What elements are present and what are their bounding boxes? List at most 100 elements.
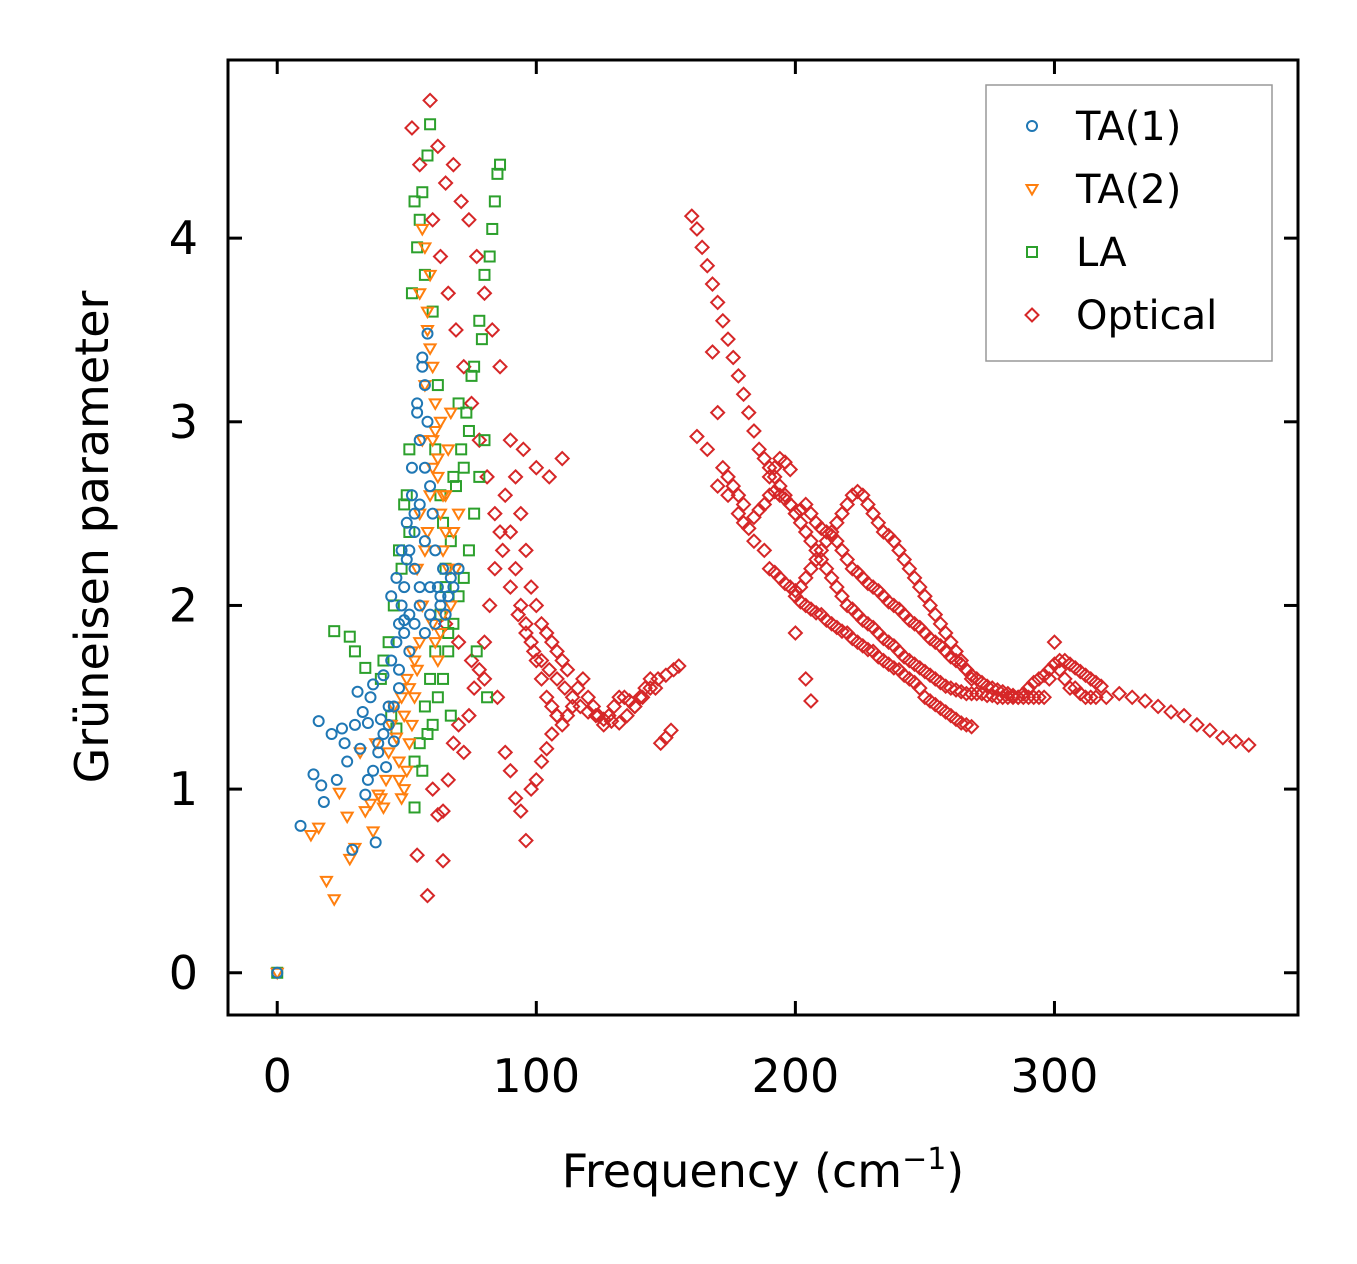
data-point	[478, 268, 491, 281]
data-point	[455, 358, 472, 375]
data-point	[351, 685, 364, 698]
data-point	[447, 581, 460, 594]
data-point	[365, 826, 381, 839]
data-point	[549, 670, 565, 687]
data-point	[404, 120, 420, 136]
data-point	[797, 670, 814, 687]
data-point	[271, 966, 284, 979]
data-point	[422, 343, 438, 356]
data-point	[756, 542, 773, 559]
data-point	[1041, 670, 1058, 687]
data-point	[367, 678, 380, 691]
data-point	[461, 707, 477, 724]
y-tick-label: 1	[169, 762, 198, 816]
data-point	[332, 787, 347, 801]
data-point	[502, 579, 519, 596]
data-point	[647, 680, 664, 697]
data-point	[319, 875, 334, 889]
data-point	[413, 737, 426, 750]
data-point	[437, 175, 454, 191]
data-point	[937, 678, 954, 695]
data-point	[709, 478, 726, 494]
data-point	[473, 470, 486, 483]
data-point	[335, 722, 348, 735]
data-point	[523, 634, 540, 651]
y-tick-label: 0	[169, 946, 198, 1000]
data-point	[844, 487, 861, 504]
data-point	[398, 498, 411, 511]
data-point	[787, 505, 804, 522]
data-point	[431, 379, 444, 392]
series-ta-1-	[271, 327, 465, 979]
data-point	[339, 811, 355, 825]
data-point	[580, 704, 597, 720]
data-point	[408, 507, 421, 520]
y-tick-label: 3	[169, 395, 198, 449]
data-point	[725, 349, 742, 366]
data-point	[746, 533, 762, 550]
data-point	[435, 490, 451, 503]
data-point	[418, 379, 431, 392]
data-point	[421, 149, 434, 162]
data-point	[407, 655, 422, 669]
markers-layer	[269, 92, 1257, 981]
data-point	[792, 502, 809, 518]
legend-entry: TA(1)	[1026, 104, 1181, 150]
data-point	[391, 756, 407, 770]
data-point	[424, 608, 437, 621]
data-point	[418, 700, 431, 713]
data-point	[652, 735, 669, 752]
data-point	[460, 406, 473, 419]
data-point	[1015, 685, 1032, 702]
data-point	[611, 715, 628, 731]
data-point	[294, 819, 307, 832]
data-point	[428, 637, 443, 650]
data-point	[420, 324, 435, 338]
data-point	[642, 680, 659, 697]
data-point	[303, 830, 319, 843]
data-point	[359, 661, 372, 674]
data-point	[367, 764, 380, 777]
data-point	[497, 744, 514, 761]
data-point	[392, 682, 405, 695]
data-point	[699, 441, 716, 458]
data-point	[1093, 678, 1110, 695]
data-point	[518, 832, 534, 849]
data-point	[426, 507, 439, 520]
data-point	[311, 822, 326, 836]
data-point	[885, 659, 902, 676]
data-point	[470, 645, 483, 658]
data-point	[478, 434, 491, 447]
data-point	[449, 480, 462, 493]
data-point	[387, 700, 400, 713]
data-point	[1041, 661, 1058, 678]
data-point	[422, 490, 438, 503]
data-point	[963, 718, 980, 735]
data-point	[533, 652, 550, 669]
data-point	[403, 443, 416, 456]
data-point	[486, 560, 503, 577]
x-axis-title-sup: −1	[902, 1142, 946, 1177]
data-point	[402, 738, 417, 751]
data-point	[354, 742, 367, 755]
data-point	[1189, 716, 1205, 733]
legend-marker-triangle	[1024, 184, 1040, 197]
data-point	[704, 344, 721, 360]
y-tick-label: 2	[169, 578, 198, 632]
data-point	[489, 689, 506, 706]
data-point	[463, 652, 480, 669]
data-point	[403, 645, 416, 658]
data-point	[444, 709, 457, 722]
data-point	[424, 672, 437, 685]
data-point	[440, 444, 456, 457]
data-point	[409, 847, 426, 864]
data-point	[730, 367, 747, 384]
data-point	[720, 487, 736, 504]
data-point	[510, 606, 527, 623]
data-point	[394, 692, 409, 705]
data-point	[338, 737, 351, 750]
x-tick-label: 100	[492, 1049, 580, 1103]
data-point	[1020, 680, 1037, 697]
data-point	[502, 762, 519, 779]
data-point	[1088, 689, 1104, 706]
